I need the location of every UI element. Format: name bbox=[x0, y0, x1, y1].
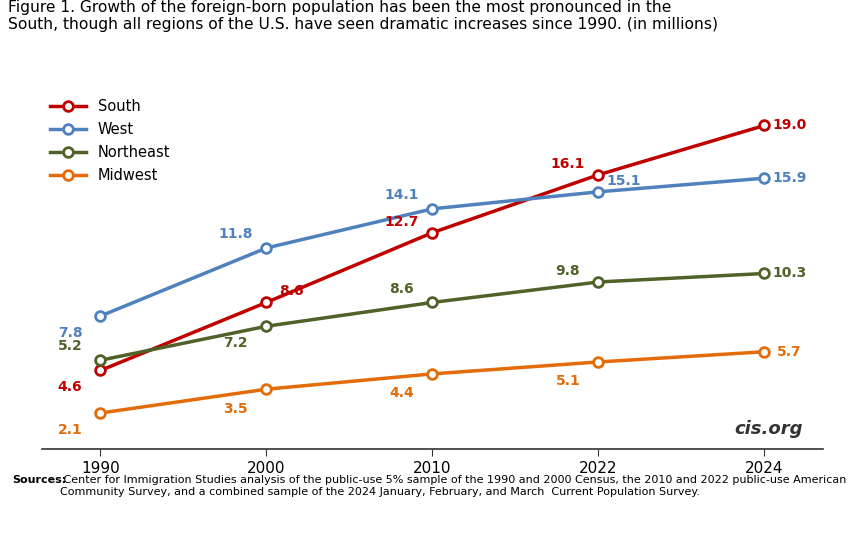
Legend: South, West, Northeast, Midwest: South, West, Northeast, Midwest bbox=[50, 99, 170, 183]
Text: Sources:: Sources: bbox=[13, 475, 67, 485]
Text: 5.2: 5.2 bbox=[58, 340, 82, 353]
Text: 4.4: 4.4 bbox=[389, 386, 415, 401]
Text: 3.5: 3.5 bbox=[224, 402, 248, 416]
Text: 8.6: 8.6 bbox=[279, 284, 304, 298]
West bbox=[96, 312, 106, 319]
South bbox=[427, 229, 438, 236]
Text: Center for Immigration Studies analysis of the public-use 5% sample of the 1990 : Center for Immigration Studies analysis … bbox=[60, 475, 846, 496]
Text: 12.7: 12.7 bbox=[385, 214, 419, 229]
West bbox=[261, 245, 271, 252]
Text: 15.9: 15.9 bbox=[773, 171, 806, 185]
Text: 11.8: 11.8 bbox=[219, 227, 254, 241]
Line: West: West bbox=[96, 173, 769, 321]
Line: Northeast: Northeast bbox=[96, 269, 769, 365]
Midwest bbox=[594, 358, 604, 365]
Text: 2.1: 2.1 bbox=[58, 423, 82, 437]
Text: 14.1: 14.1 bbox=[385, 188, 419, 202]
Text: 19.0: 19.0 bbox=[773, 119, 806, 132]
Midwest bbox=[261, 386, 271, 392]
Text: 10.3: 10.3 bbox=[773, 266, 806, 280]
Line: Midwest: Midwest bbox=[96, 347, 769, 418]
South bbox=[594, 171, 604, 178]
West bbox=[594, 188, 604, 195]
Midwest bbox=[96, 410, 106, 417]
Northeast bbox=[759, 270, 769, 277]
Midwest bbox=[759, 348, 769, 355]
Text: 7.8: 7.8 bbox=[58, 326, 82, 340]
South bbox=[96, 367, 106, 374]
West bbox=[759, 175, 769, 182]
Text: 15.1: 15.1 bbox=[606, 174, 641, 188]
Text: 7.2: 7.2 bbox=[224, 336, 248, 350]
Text: 5.1: 5.1 bbox=[555, 375, 580, 388]
South bbox=[759, 122, 769, 129]
Northeast bbox=[594, 279, 604, 285]
Northeast bbox=[96, 357, 106, 363]
Text: 16.1: 16.1 bbox=[550, 157, 585, 171]
Text: Figure 1. Growth of the foreign-born population has been the most pronounced in : Figure 1. Growth of the foreign-born pop… bbox=[8, 0, 718, 32]
South bbox=[261, 299, 271, 306]
West bbox=[427, 206, 438, 212]
Text: cis.org: cis.org bbox=[734, 420, 803, 438]
Text: 5.7: 5.7 bbox=[777, 345, 801, 359]
Text: 9.8: 9.8 bbox=[555, 264, 580, 278]
Northeast bbox=[261, 323, 271, 330]
Midwest bbox=[427, 371, 438, 377]
Line: South: South bbox=[96, 121, 769, 375]
Text: 4.6: 4.6 bbox=[58, 380, 82, 394]
Northeast bbox=[427, 299, 438, 306]
Text: 8.6: 8.6 bbox=[389, 281, 414, 295]
